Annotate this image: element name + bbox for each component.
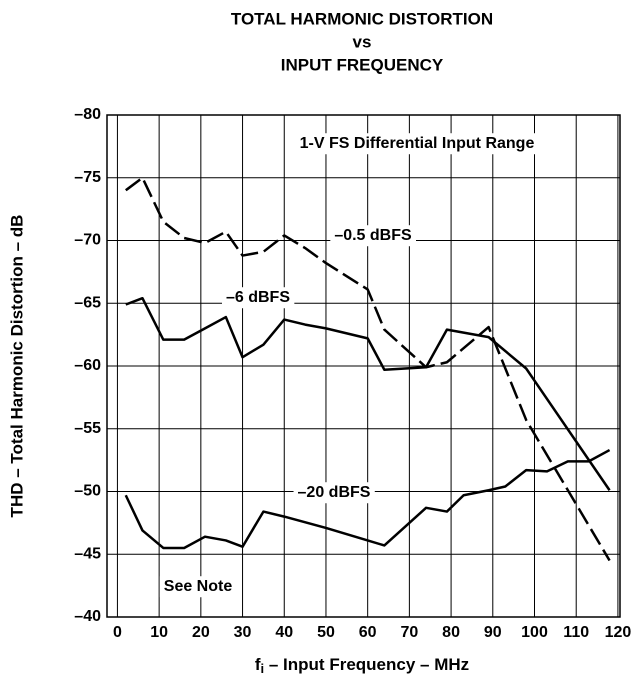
x-tick-label: 20 [192,624,210,641]
x-tick-label: 30 [234,624,252,641]
chart-title: INPUT FREQUENCY [281,55,444,74]
x-tick-label: 100 [521,624,548,641]
series-label: –6 dBFS [226,289,290,306]
annotation: 1-V FS Differential Input Range [300,135,535,152]
label-background [295,133,539,155]
x-tick-label: 70 [400,624,418,641]
annotation: See Note [164,578,233,595]
series-label: –20 dBFS [298,484,371,501]
x-tick-label: 50 [317,624,335,641]
x-tick-label: 10 [150,624,168,641]
y-tick-label: –65 [74,294,101,311]
x-tick-label: 80 [442,624,460,641]
series-label: –0.5 dBFS [334,227,412,244]
y-tick-label: –75 [74,169,101,186]
x-label-part: i [261,661,265,676]
series-line [125,176,611,562]
series-line [125,296,611,491]
label-background [159,576,237,598]
y-tick-label: –60 [74,357,101,374]
x-tick-label: 40 [275,624,293,641]
x-label-part: – Input Frequency – MHz [264,655,469,674]
chart-title: vs [353,32,372,51]
y-tick-label: –80 [74,106,101,123]
y-axis-label: THD – Total Harmonic Distortion – dB [7,215,26,518]
x-tick-label: 0 [113,624,122,641]
x-tick-label: 110 [563,624,589,641]
x-tick-label: 90 [484,624,502,641]
y-tick-label: –55 [74,420,101,437]
x-tick-label: 60 [359,624,377,641]
y-tick-label: –50 [74,483,101,500]
label-background [293,482,375,504]
x-label-part: f [255,655,261,674]
series-line [124,448,611,550]
y-tick-label: –40 [74,608,101,625]
y-tick-label: –70 [74,232,101,249]
label-background [330,225,417,247]
y-tick-label: –45 [74,545,101,562]
x-axis-label: fi – Input Frequency – MHz [255,655,469,676]
chart-title: TOTAL HARMONIC DISTORTION [231,9,493,28]
x-tick-label: 120 [605,624,632,641]
label-background [221,287,295,309]
